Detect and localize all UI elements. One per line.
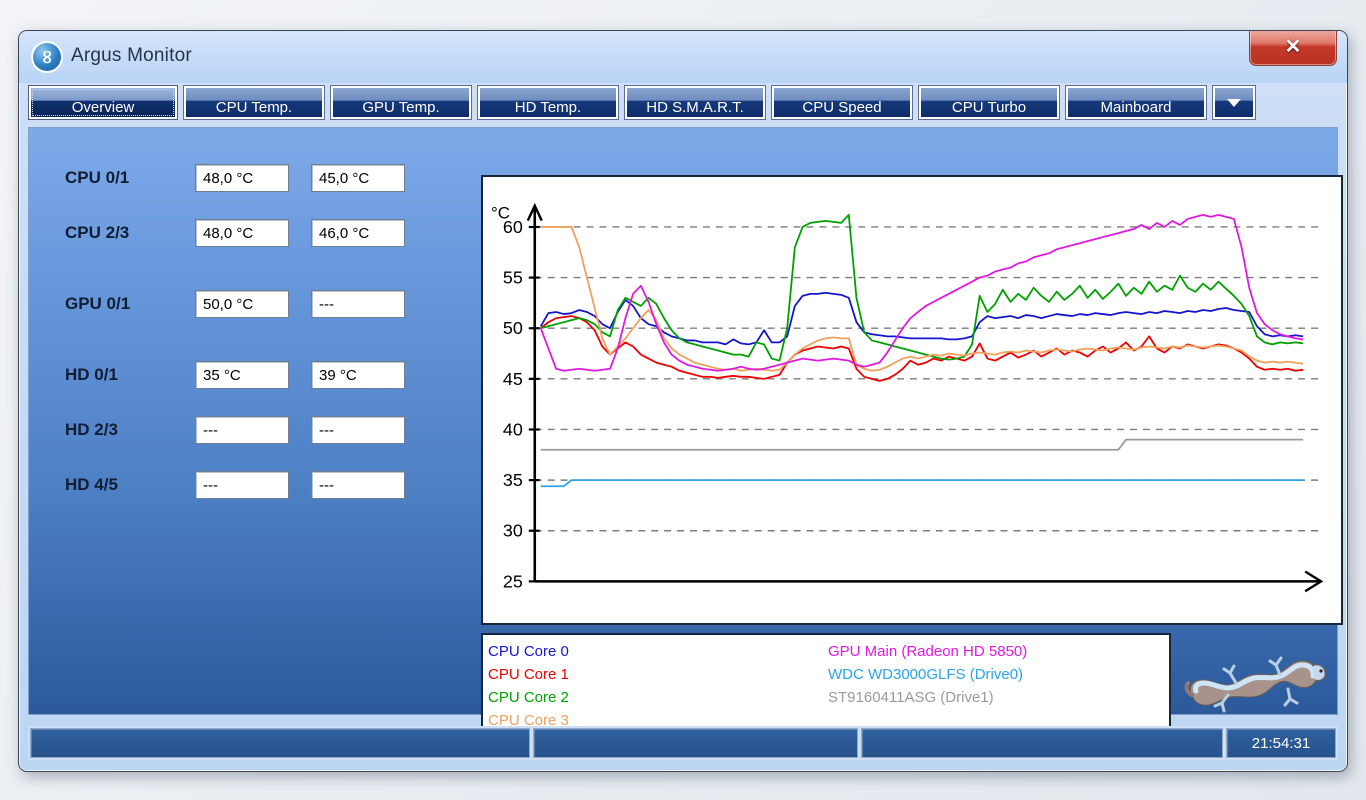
tab-cpu-temp[interactable]: CPU Temp. bbox=[184, 86, 324, 119]
reading-value-field-2: --- bbox=[311, 290, 405, 318]
y-axis-tick-label: 55 bbox=[503, 268, 523, 288]
tab-bar: Overview CPU Temp. GPU Temp. HD Temp. HD S.M… bbox=[19, 83, 1347, 127]
reading-row: CPU 0/1 48,0 °C 45,0 °C bbox=[65, 164, 455, 192]
y-axis-tick-label: 25 bbox=[503, 571, 523, 591]
tab-label: GPU Temp. bbox=[362, 99, 440, 116]
reading-label: CPU 0/1 bbox=[65, 168, 130, 187]
reading-value-field-1: 50,0 °C bbox=[195, 290, 289, 318]
reading-row: GPU 0/1 50,0 °C --- bbox=[65, 290, 455, 318]
reading-value-field-1: 48,0 °C bbox=[195, 164, 289, 192]
reading-label: HD 0/1 bbox=[65, 365, 118, 384]
close-button[interactable]: ✕ bbox=[1249, 31, 1337, 66]
tab-hd-temp[interactable]: HD Temp. bbox=[478, 86, 618, 119]
legend-item: ST9160411ASG (Drive1) bbox=[828, 689, 994, 706]
tab-cpu-turbo[interactable]: CPU Turbo bbox=[919, 86, 1059, 119]
tab-overflow-button[interactable] bbox=[1213, 86, 1255, 119]
close-icon: ✕ bbox=[1284, 35, 1302, 58]
tab-label: HD Temp. bbox=[514, 99, 582, 116]
legend-column-cpu: CPU Core 0 CPU Core 1 CPU Core 2 CPU Core 3 bbox=[488, 640, 828, 729]
reading-label: HD 4/5 bbox=[65, 475, 118, 494]
tab-label: Overview bbox=[71, 99, 135, 116]
chart-series-line bbox=[539, 291, 1304, 346]
reading-value-field-2: 45,0 °C bbox=[311, 164, 405, 192]
lizard-icon bbox=[1184, 656, 1326, 713]
chart-series-line bbox=[540, 438, 1304, 451]
temperature-chart: °C 25 30 35 40 45 50 55 60 bbox=[491, 202, 1324, 593]
tab-label: CPU Turbo bbox=[951, 99, 1027, 116]
x-axis-arrow bbox=[1304, 570, 1324, 593]
reading-label: CPU 2/3 bbox=[65, 223, 130, 242]
chart-series-line bbox=[539, 213, 1304, 372]
argus-monitor-window: Argus Monitor ✕ Overview CPU Temp. GPU Tem… bbox=[18, 30, 1348, 772]
tab-label: Mainboard bbox=[1100, 99, 1172, 116]
reading-row: CPU 2/3 48,0 °C 46,0 °C bbox=[65, 219, 455, 247]
reading-value-field-1: --- bbox=[195, 416, 289, 444]
status-panel-3 bbox=[861, 728, 1223, 758]
status-clock: 21:54:31 bbox=[1226, 728, 1336, 758]
chart-series-line bbox=[540, 479, 1304, 488]
legend-item: WDC WD3000GLFS (Drive0) bbox=[828, 666, 1024, 683]
status-panel-1 bbox=[30, 728, 530, 758]
chart-series-line bbox=[540, 226, 1304, 372]
reading-value-field-2: --- bbox=[311, 471, 405, 499]
reading-label: GPU 0/1 bbox=[65, 294, 131, 313]
chevron-down-icon bbox=[1227, 99, 1241, 107]
reading-value-field-2: 46,0 °C bbox=[311, 219, 405, 247]
legend-column-devices: GPU Main (Radeon HD 5850) WDC WD3000GLFS … bbox=[828, 640, 1168, 726]
y-axis-tick-label: 40 bbox=[503, 419, 523, 439]
chart-legend: CPU Core 0 CPU Core 1 CPU Core 2 CPU Core 3… bbox=[481, 633, 1171, 729]
reading-value-field-1: 48,0 °C bbox=[195, 219, 289, 247]
legend-item: CPU Core 3 bbox=[488, 712, 569, 729]
reading-row: HD 4/5 --- --- bbox=[65, 471, 455, 499]
window-title: Argus Monitor bbox=[71, 45, 192, 66]
tab-hd-s-m-a-r-t[interactable]: HD S.M.A.R.T. bbox=[625, 86, 765, 119]
y-axis-tick-label: 60 bbox=[503, 217, 523, 237]
reading-value-field-1: 35 °C bbox=[195, 361, 289, 389]
y-axis-tick-label: 50 bbox=[503, 318, 523, 338]
chart-series-line bbox=[540, 213, 1304, 362]
tab-label: CPU Speed bbox=[802, 99, 882, 116]
tab-label: HD S.M.A.R.T. bbox=[646, 99, 744, 116]
reading-label: HD 2/3 bbox=[65, 420, 118, 439]
reading-row: HD 2/3 --- --- bbox=[65, 416, 455, 444]
legend-item: GPU Main (Radeon HD 5850) bbox=[828, 643, 1028, 660]
lizard-logo bbox=[1184, 633, 1334, 728]
y-axis-tick-label: 35 bbox=[503, 470, 523, 490]
y-axis-tick-label: 45 bbox=[503, 369, 523, 389]
tab-overview[interactable]: Overview bbox=[29, 86, 177, 119]
y-axis-tick-label: 30 bbox=[503, 521, 523, 541]
status-bar: 21:54:31 bbox=[28, 726, 1338, 760]
app-logo-icon bbox=[33, 43, 61, 71]
tab-cpu-speed[interactable]: CPU Speed bbox=[772, 86, 912, 119]
legend-item: CPU Core 2 bbox=[488, 689, 569, 706]
reading-row: HD 0/1 35 °C 39 °C bbox=[65, 361, 455, 389]
status-panel-2 bbox=[533, 728, 858, 758]
temperature-readings-panel: CPU 0/1 48,0 °C 45,0 °C CPU 2/3 48,0 °C 46,0 … bbox=[65, 164, 455, 526]
reading-value-field-2: 39 °C bbox=[311, 361, 405, 389]
legend-item: CPU Core 0 bbox=[488, 643, 569, 660]
tab-mainboard[interactable]: Mainboard bbox=[1066, 86, 1206, 119]
temperature-graph-panel: °C 25 30 35 40 45 50 55 60 bbox=[481, 175, 1343, 625]
legend-item: CPU Core 1 bbox=[488, 666, 569, 683]
y-axis-unit-label: °C bbox=[491, 204, 510, 223]
tab-gpu-temp[interactable]: GPU Temp. bbox=[331, 86, 471, 119]
y-axis-arrow bbox=[526, 202, 543, 222]
main-content: CPU 0/1 48,0 °C 45,0 °C CPU 2/3 48,0 °C 46,0 … bbox=[28, 127, 1343, 729]
reading-value-field-2: --- bbox=[311, 416, 405, 444]
tab-label: CPU Temp. bbox=[215, 99, 293, 116]
title-bar: Argus Monitor ✕ bbox=[19, 31, 1347, 83]
reading-value-field-1: --- bbox=[195, 471, 289, 499]
